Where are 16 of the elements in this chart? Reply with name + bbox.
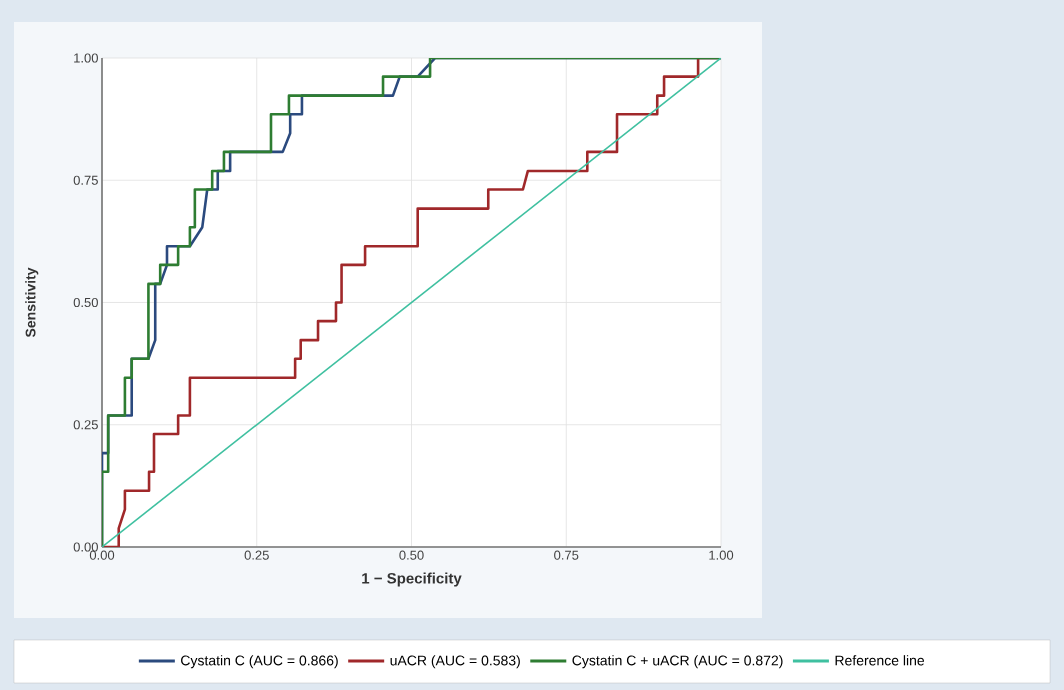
x-tick-label: 0.50 bbox=[399, 550, 424, 560]
legend-label: uACR (AUC = 0.583) bbox=[390, 655, 520, 669]
legend-label: Reference line bbox=[835, 655, 925, 666]
y-tick-label: 1.00 bbox=[74, 53, 98, 63]
x-tick-label: 1.00 bbox=[709, 550, 734, 560]
x-axis-title: 1 − Specificity bbox=[362, 572, 462, 587]
y-tick-label: 0.25 bbox=[73, 420, 98, 430]
y-tick-label: 0.50 bbox=[73, 297, 98, 308]
y-tick-label: 0.75 bbox=[73, 175, 98, 185]
y-tick-label: 0.00 bbox=[73, 542, 98, 552]
legend-label: Cystatin C + uACR (AUC = 0.872) bbox=[572, 655, 783, 669]
legend-label: Cystatin C (AUC = 0.866) bbox=[181, 655, 338, 669]
x-tick-label: 0.25 bbox=[244, 550, 269, 560]
y-axis-title: Sensitivity bbox=[25, 267, 39, 338]
x-tick-label: 0.75 bbox=[554, 550, 579, 560]
x-tick-label: 0.00 bbox=[89, 550, 115, 560]
